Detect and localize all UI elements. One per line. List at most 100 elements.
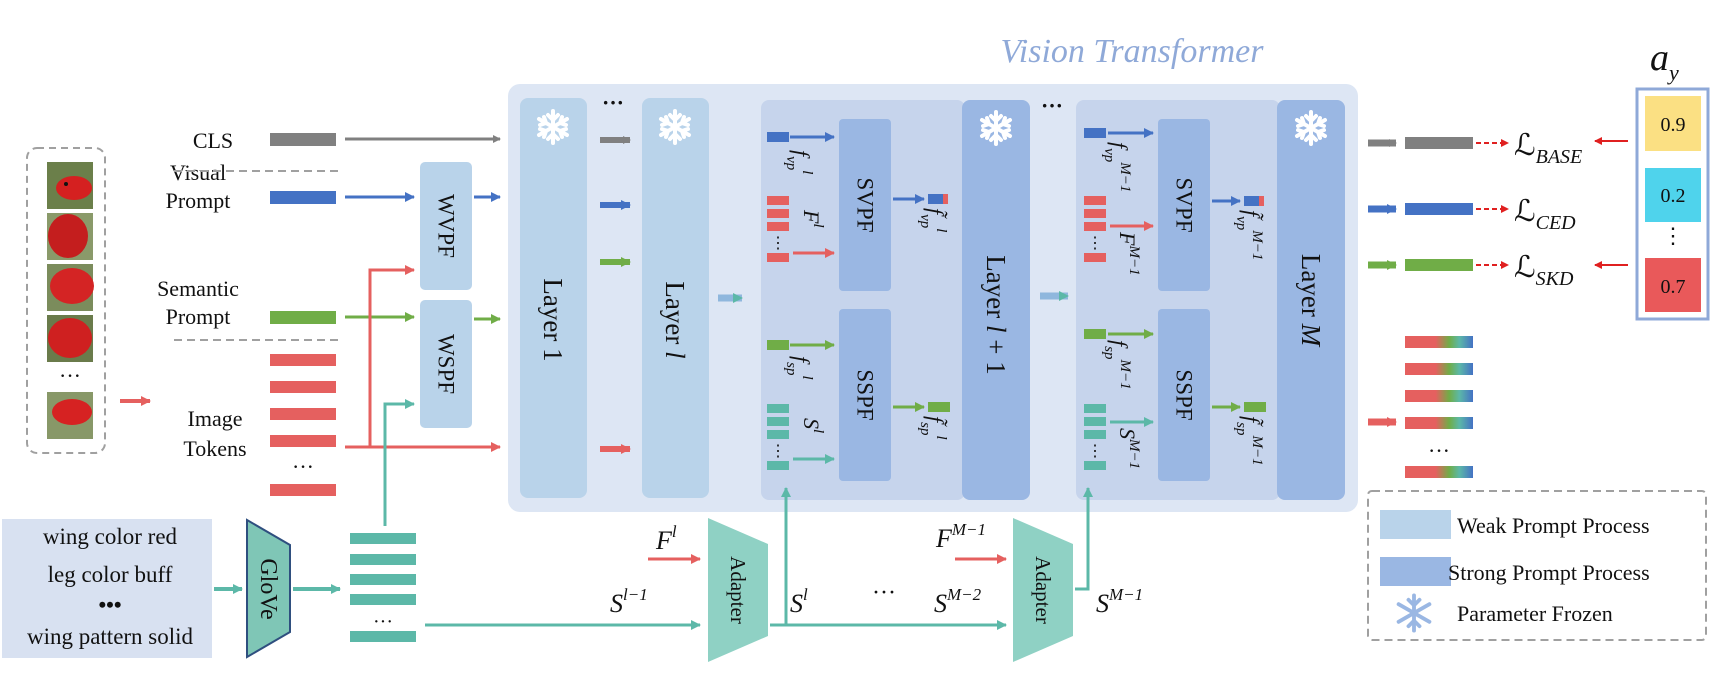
fsp-m-tilde-label: f̃spM−1 [1233,416,1265,466]
score-cell-2: 0.2 [1645,168,1701,222]
legend-weak-swatch [1380,510,1451,539]
svpf-block-m: SVPF [1158,119,1210,291]
score-title: ay [1650,37,1679,85]
bird-crop-4 [47,315,93,362]
out-semantic-token [1405,259,1473,271]
layer-gap-ellipsis-2: ··· [1041,93,1063,118]
wspf-block: WSPF [420,300,472,428]
fvp-tilde-label: f̃vpl [917,208,949,232]
adapter-block-1: Adapter [708,518,768,662]
svg-text:···: ··· [292,454,314,479]
image-to-wvpf-arrow [368,265,415,447]
svg-text:SVPF: SVPF [853,178,878,233]
attribute-2: leg color buff [48,562,173,587]
S-m-label: SM−1 [1115,428,1142,469]
F-l-adapter-label: Fl [655,522,677,555]
fsp-tilde-token [928,402,950,412]
svg-text:⋮: ⋮ [770,443,786,460]
cls-label: CLS [193,128,233,153]
legend-strong-swatch [1380,557,1451,586]
S-l-token-stack: ⋮ [767,404,789,470]
layer-l: Layer l [642,98,709,498]
loss-ced: ℒCED [1514,195,1576,234]
wvpf-block: WVPF [420,162,472,290]
svpf-block-l: SVPF [839,119,891,291]
svg-text:⋮: ⋮ [770,235,786,252]
svg-text:⋮: ⋮ [1087,443,1103,460]
svg-text:GloVe: GloVe [255,558,281,619]
svg-text:···: ··· [373,611,393,633]
svg-text:0.2: 0.2 [1661,185,1686,207]
layer-1: Layer 1 [520,98,587,498]
svg-text:SSPF: SSPF [1172,369,1197,420]
sspf-block-l: SSPF [839,309,891,481]
fsp-l-label: fspl [783,356,815,380]
fsp-tilde-label: f̃spl [917,416,949,440]
layer-gap-ellipsis-1: ··· [602,90,624,115]
svg-text:Layer l + 1: Layer l + 1 [981,255,1011,374]
attribute-ellipsis: ••• [98,592,121,617]
bird-crop-3 [47,264,94,311]
svg-text:Adapter: Adapter [726,556,750,624]
fsp-m-tilde-token [1244,402,1266,412]
legend: Weak Prompt Process Strong Prompt Proces… [1367,490,1707,641]
sspf-block-m: SSPF [1158,309,1210,481]
svg-text:WVPF: WVPF [434,194,459,258]
S-l-1-label: Sl−1 [610,585,648,618]
attribute-1: wing color red [43,524,178,549]
image-strip: ··· [26,147,106,454]
layer-m: Layer M [1277,100,1345,500]
bird-crop-2 [47,213,93,260]
loss-skd: ℒSKD [1514,251,1574,290]
fsp-m-label: fspM−1 [1101,340,1133,390]
bird-crop-ellipsis: ··· [59,363,81,388]
S-m-token-stack: ⋮ [1084,404,1106,470]
legend-frozen-label: Parameter Frozen [1457,601,1613,626]
semantic-prompt-label-1: Semantic [157,276,239,301]
cls-token [270,133,336,146]
legend-strong-label: Strong Prompt Process [1448,560,1650,585]
svg-text:0.9: 0.9 [1661,114,1686,136]
svg-text:⋮: ⋮ [1087,235,1103,252]
svg-text:Layer l: Layer l [660,281,690,358]
out-visual-token [1405,203,1473,215]
fvp-m-tilde-token-mix [1259,196,1264,206]
fvp-m-tilde-token [1244,196,1264,206]
S-m-1-label: SM−1 [1096,585,1143,618]
loss-base: ℒBASE [1514,129,1582,168]
visual-prompt-token [270,191,336,204]
fvp-l-label: fvpl [783,150,815,174]
fvp-tilde-token [928,194,948,204]
semantic-embedding-stack: ··· [350,533,416,642]
F-l-token-stack: ⋮ [767,196,789,262]
attribute-box: wing color red leg color buff ••• wing p… [2,519,212,658]
svg-text:0.7: 0.7 [1661,276,1686,298]
adapter-block-2: Adapter [1013,518,1073,662]
svg-text:Adapter: Adapter [1031,556,1055,624]
image-tokens-label-2: Tokens [183,436,246,461]
fvp-m-tilde-label: f̃vpM−1 [1233,210,1265,260]
F-m-label: FM−1 [1115,231,1142,276]
fvp-m-label: fvpM−1 [1101,142,1133,192]
score-cell-3: 0.7 [1645,258,1701,312]
out-image-token-stack: ··· [1405,336,1473,478]
bird-crop-1 [47,162,93,209]
F-l-label: Fl [799,209,826,228]
fsp-m-token [1084,329,1106,339]
legend-weak-label: Weak Prompt Process [1457,513,1650,538]
fsp-token [767,340,789,350]
image-tokens-label-1: Image [188,406,243,431]
S-m-2-label: SM−2 [934,585,982,618]
visual-prompt-label-1: Visual [170,160,226,185]
fvp-token [767,132,789,142]
glove-to-wspf-arrow [383,399,415,526]
svg-text:WSPF: WSPF [434,334,459,394]
attribute-3: wing pattern solid [27,624,194,649]
legend-snowflake-icon [1396,593,1432,633]
bird-crop-5 [47,392,93,439]
svg-text:Layer M: Layer M [1296,254,1326,348]
F-m-adapter-label: FM−1 [935,520,986,553]
semantic-prompt-label-2: Prompt [166,304,231,329]
fvp-tilde-token-mix [943,194,948,204]
